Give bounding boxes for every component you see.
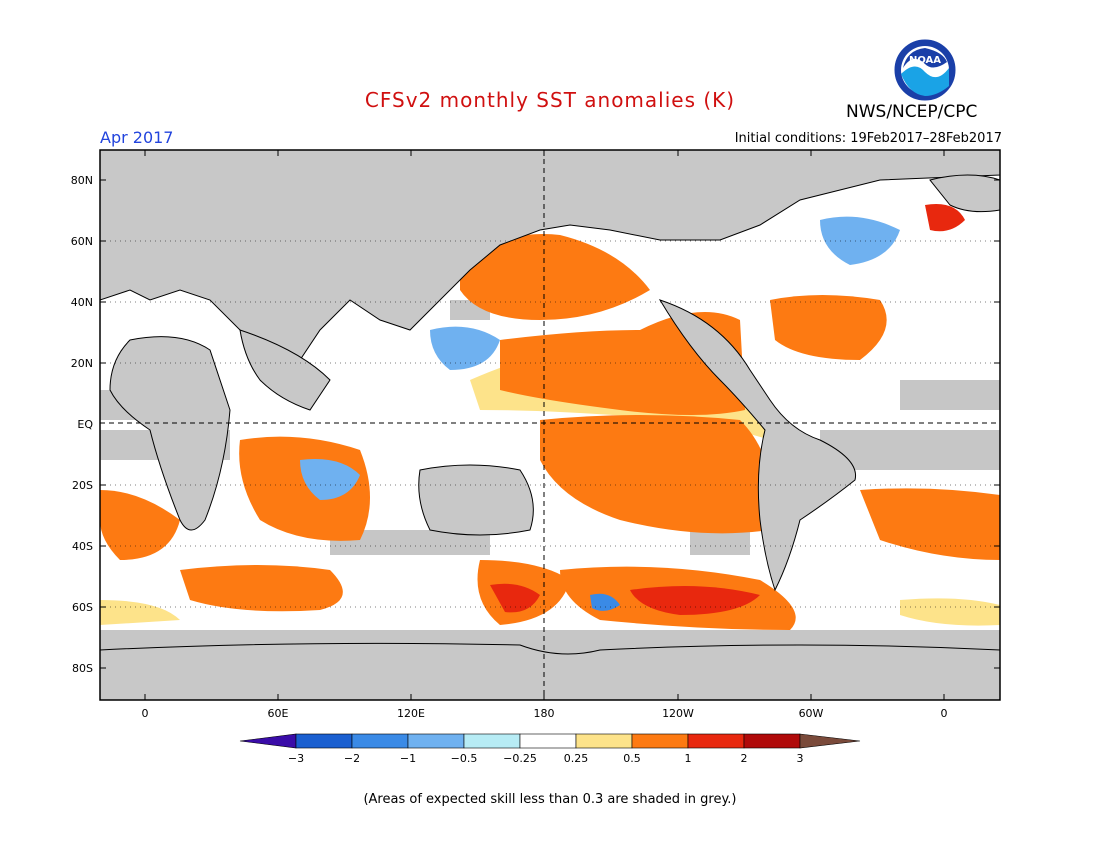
footnote: (Areas of expected skill less than 0.3 a… bbox=[363, 792, 737, 807]
colorbar-label: −0.5 bbox=[451, 752, 478, 765]
colorbar-segment bbox=[519, 733, 577, 749]
lat-label: EQ bbox=[77, 418, 93, 431]
lat-label: 20S bbox=[72, 479, 93, 492]
noaa-logo: NOAA bbox=[893, 38, 957, 102]
lon-label: 0 bbox=[142, 707, 149, 720]
colorbar-segment bbox=[463, 733, 521, 749]
lon-label: 180 bbox=[534, 707, 555, 720]
colorbar-segment bbox=[407, 733, 465, 749]
colorbar-segment bbox=[295, 733, 353, 749]
latitude-axis: 80N 60N 40N 20N EQ 20S 40S 60S 80S bbox=[71, 174, 1000, 675]
colorbar-label: 2 bbox=[741, 752, 748, 765]
colorbar-segment bbox=[351, 733, 409, 749]
colorbar-arrow-high bbox=[799, 733, 861, 749]
lat-label: 40S bbox=[72, 540, 93, 553]
noaa-logo-text: NOAA bbox=[909, 55, 941, 66]
lon-label: 120E bbox=[397, 707, 425, 720]
forecast-month: Apr 2017 bbox=[100, 128, 174, 147]
colorbar-segment bbox=[687, 733, 745, 749]
colorbar-segment bbox=[631, 733, 689, 749]
land-masses bbox=[100, 150, 1000, 700]
colorbar-label: 0.5 bbox=[623, 752, 641, 765]
lat-label: 80S bbox=[72, 662, 93, 675]
lon-label: 0 bbox=[941, 707, 948, 720]
colorbar-label: −2 bbox=[344, 752, 360, 765]
colorbar-label: 1 bbox=[685, 752, 692, 765]
longitude-axis: 0 60E 120E 180 120W 60W 0 bbox=[142, 150, 948, 720]
lat-label: 40N bbox=[71, 296, 93, 309]
map-frame bbox=[99, 149, 1001, 701]
sst-anomaly-field bbox=[100, 204, 1000, 630]
lon-label: 60E bbox=[268, 707, 289, 720]
lon-label: 60W bbox=[799, 707, 824, 720]
gridlines bbox=[100, 240, 1000, 608]
colorbar-label: −0.25 bbox=[503, 752, 537, 765]
colorbar-arrow-low bbox=[239, 733, 297, 749]
lat-label: 60N bbox=[71, 235, 93, 248]
initial-conditions: Initial conditions: 19Feb2017–28Feb2017 bbox=[734, 131, 1002, 146]
lat-label: 80N bbox=[71, 174, 93, 187]
agency-label: NWS/NCEP/CPC bbox=[846, 102, 978, 122]
map-title: CFSv2 monthly SST anomalies (K) bbox=[364, 88, 736, 112]
lat-label: 60S bbox=[72, 601, 93, 614]
colorbar-label: 3 bbox=[797, 752, 804, 765]
colorbar-segment bbox=[743, 733, 801, 749]
lat-label: 20N bbox=[71, 357, 93, 370]
colorbar-label: −1 bbox=[400, 752, 416, 765]
colorbar: −3 −2 −1 −0.5 −0.25 0.25 0.5 1 2 3 bbox=[239, 733, 861, 765]
colorbar-segment bbox=[575, 733, 633, 749]
lon-label: 120W bbox=[662, 707, 694, 720]
colorbar-label: 0.25 bbox=[564, 752, 589, 765]
colorbar-label: −3 bbox=[288, 752, 304, 765]
